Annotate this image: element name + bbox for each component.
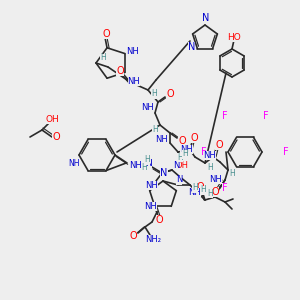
Text: OH: OH (45, 115, 59, 124)
Text: NH: NH (146, 181, 158, 190)
Text: N: N (146, 160, 152, 169)
Text: NH: NH (129, 161, 142, 170)
Text: O: O (116, 66, 124, 76)
Text: H: H (192, 184, 198, 193)
Text: O: O (211, 187, 219, 197)
Text: H: H (152, 125, 158, 134)
Text: H: H (207, 188, 213, 197)
Text: H: H (200, 185, 206, 194)
Text: H: H (100, 53, 106, 62)
Text: O: O (52, 132, 60, 142)
Text: NH: NH (188, 188, 201, 197)
Text: O: O (129, 231, 137, 241)
Text: NH: NH (141, 103, 153, 112)
Text: HO: HO (227, 32, 241, 41)
Text: O: O (196, 182, 204, 192)
Text: N: N (176, 176, 182, 184)
Text: O: O (215, 140, 223, 150)
Text: H: H (177, 152, 183, 161)
Text: N: N (202, 13, 210, 23)
Text: NH: NH (203, 151, 216, 160)
Text: H: H (144, 155, 150, 164)
Text: H: H (182, 149, 188, 158)
Text: NH: NH (127, 47, 139, 56)
Text: O: O (102, 29, 110, 39)
Text: H: H (207, 163, 213, 172)
Text: NH: NH (209, 175, 222, 184)
Text: O: O (156, 215, 164, 225)
Text: NH₂: NH₂ (145, 235, 161, 244)
Text: O: O (190, 133, 198, 143)
Text: F: F (263, 111, 268, 122)
Text: NH: NH (128, 76, 140, 85)
Text: O: O (166, 89, 174, 99)
Text: NH: NH (180, 145, 193, 154)
Text: F: F (201, 147, 207, 157)
Text: F: F (222, 183, 227, 193)
Text: NH: NH (145, 202, 157, 211)
Text: N: N (160, 168, 168, 178)
Text: H: H (151, 89, 157, 98)
Text: OH: OH (176, 161, 188, 170)
Text: H: H (229, 169, 235, 178)
Text: NH: NH (156, 136, 168, 145)
Text: F: F (283, 147, 289, 157)
Text: NH: NH (68, 158, 80, 167)
Text: H: H (141, 164, 147, 172)
Text: N: N (188, 41, 195, 52)
Text: N: N (173, 160, 179, 169)
Text: F: F (222, 111, 227, 122)
Text: O: O (178, 136, 186, 146)
